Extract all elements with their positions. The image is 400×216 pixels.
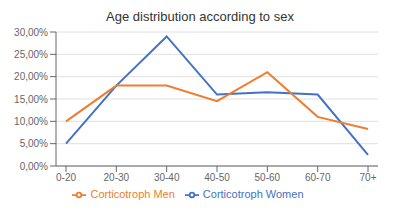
svg-text:5,00%: 5,00%	[20, 138, 48, 149]
svg-text:60-70: 60-70	[305, 172, 331, 183]
svg-text:30,00%: 30,00%	[14, 27, 48, 38]
html-text:Age distribution according to: Age distribution according to sex	[106, 9, 294, 24]
svg-text:15,00%: 15,00%	[14, 94, 48, 105]
svg-text:30-40: 30-40	[154, 172, 180, 183]
svg-text:70+: 70+	[360, 172, 377, 183]
svg-text:20-30: 20-30	[104, 172, 130, 183]
svg-text:20,00%: 20,00%	[14, 71, 48, 82]
svg-text:0-20: 0-20	[56, 172, 76, 183]
svg-text:25,00%: 25,00%	[14, 49, 48, 60]
svg-text:10,00%: 10,00%	[14, 116, 48, 127]
svg-text:50-60: 50-60	[255, 172, 281, 183]
svg-text:40-50: 40-50	[204, 172, 230, 183]
svg-text:0,00%: 0,00%	[20, 161, 48, 172]
html-text:Corticotroph Women: Corticotroph Women	[202, 188, 304, 200]
html-text:Corticotroph Men: Corticotroph Men	[90, 188, 175, 200]
